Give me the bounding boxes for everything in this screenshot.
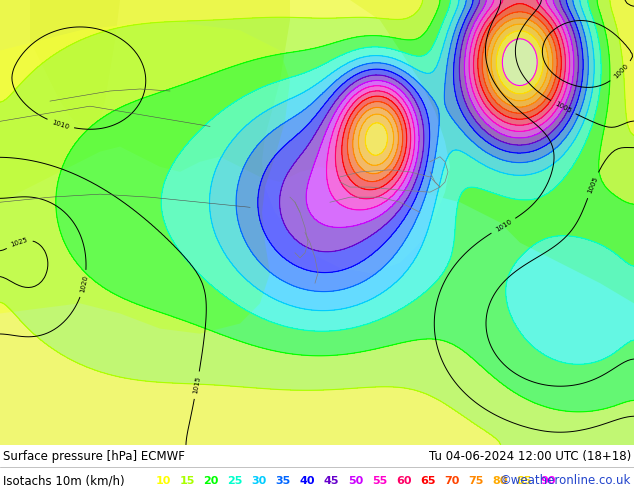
Text: 65: 65 xyxy=(420,476,436,486)
Text: 35: 35 xyxy=(276,476,291,486)
Text: Surface pressure [hPa] ECMWF: Surface pressure [hPa] ECMWF xyxy=(3,450,185,463)
Polygon shape xyxy=(0,20,290,334)
Text: 15: 15 xyxy=(179,476,195,486)
Text: 30: 30 xyxy=(252,476,267,486)
Polygon shape xyxy=(262,0,450,273)
Text: Tu 04-06-2024 12:00 UTC (18+18): Tu 04-06-2024 12:00 UTC (18+18) xyxy=(429,450,631,463)
Text: 50: 50 xyxy=(348,476,363,486)
Text: 1010: 1010 xyxy=(494,219,513,233)
Polygon shape xyxy=(30,0,120,131)
Text: 1020: 1020 xyxy=(79,274,89,293)
Text: 1000: 1000 xyxy=(612,63,630,80)
Text: 10: 10 xyxy=(155,476,171,486)
Text: 55: 55 xyxy=(372,476,387,486)
Polygon shape xyxy=(0,0,200,192)
Text: 45: 45 xyxy=(324,476,339,486)
Text: 85: 85 xyxy=(517,476,532,486)
Text: 60: 60 xyxy=(396,476,411,486)
Text: 1010: 1010 xyxy=(51,119,70,130)
Text: ©weatheronline.co.uk: ©weatheronline.co.uk xyxy=(500,474,631,488)
Text: 40: 40 xyxy=(300,476,315,486)
Polygon shape xyxy=(0,0,634,303)
Text: 1005: 1005 xyxy=(554,100,573,114)
Text: 20: 20 xyxy=(204,476,219,486)
Text: 75: 75 xyxy=(469,476,484,486)
Text: Isotachs 10m (km/h): Isotachs 10m (km/h) xyxy=(3,474,125,488)
Text: 1025: 1025 xyxy=(10,237,29,248)
Text: 1005: 1005 xyxy=(586,176,599,195)
Text: 90: 90 xyxy=(541,476,556,486)
Text: 25: 25 xyxy=(228,476,243,486)
Text: 70: 70 xyxy=(444,476,460,486)
Text: 1015: 1015 xyxy=(192,376,202,394)
Text: 80: 80 xyxy=(493,476,508,486)
